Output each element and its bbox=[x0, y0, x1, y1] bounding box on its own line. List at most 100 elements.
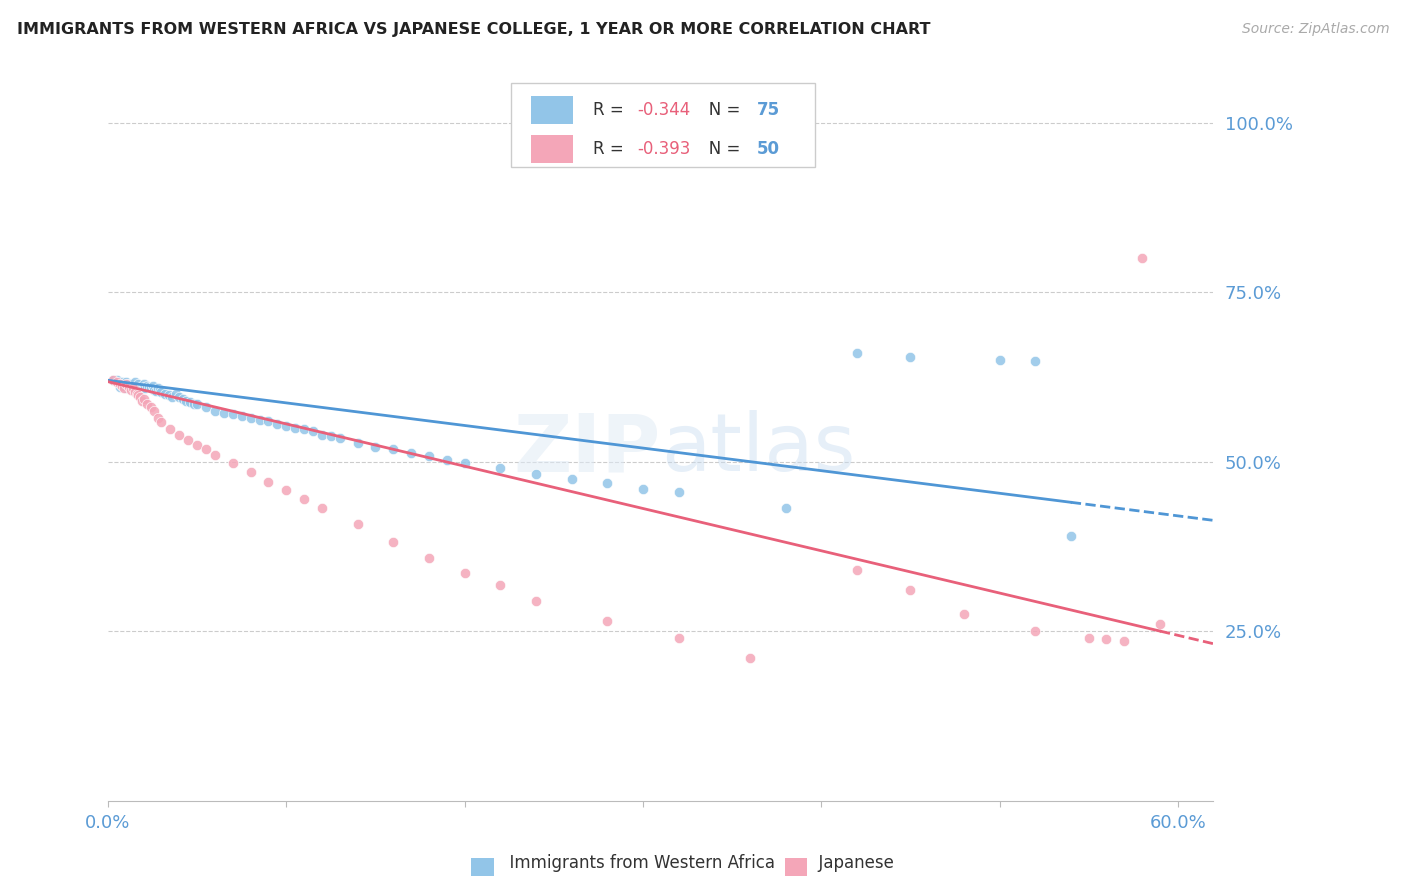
Point bbox=[157, 388, 180, 402]
Point bbox=[775, 500, 797, 515]
Bar bbox=[531, 96, 574, 124]
Point bbox=[524, 467, 547, 481]
Point bbox=[382, 534, 405, 549]
Text: -0.344: -0.344 bbox=[637, 101, 690, 120]
Point bbox=[329, 431, 352, 445]
Point bbox=[112, 378, 135, 392]
Point bbox=[172, 392, 194, 407]
Point bbox=[346, 516, 368, 531]
Point bbox=[136, 397, 159, 411]
Point bbox=[125, 378, 148, 392]
Point bbox=[114, 381, 136, 395]
Point bbox=[738, 651, 761, 665]
Point bbox=[146, 410, 169, 425]
Point bbox=[311, 427, 333, 442]
Point bbox=[114, 376, 136, 391]
Text: R =: R = bbox=[593, 101, 630, 120]
Point bbox=[382, 442, 405, 457]
Point bbox=[146, 381, 169, 395]
Point bbox=[222, 407, 245, 421]
Point bbox=[1114, 634, 1136, 648]
Point bbox=[292, 491, 315, 506]
Point bbox=[631, 482, 654, 496]
Point bbox=[112, 381, 135, 395]
Point bbox=[120, 384, 142, 398]
Point bbox=[898, 583, 921, 598]
Point bbox=[169, 427, 191, 442]
Point bbox=[149, 384, 172, 398]
Point bbox=[239, 410, 262, 425]
Point bbox=[284, 421, 307, 435]
Point bbox=[110, 376, 132, 391]
Point bbox=[105, 373, 128, 387]
Point bbox=[127, 376, 149, 391]
Point bbox=[110, 380, 132, 394]
Point bbox=[142, 378, 165, 392]
Point bbox=[1130, 252, 1153, 266]
Point bbox=[122, 381, 145, 395]
Point bbox=[103, 373, 125, 387]
Point bbox=[125, 387, 148, 401]
Point bbox=[561, 472, 583, 486]
Text: Japanese: Japanese bbox=[808, 855, 894, 872]
Point bbox=[111, 378, 134, 392]
FancyBboxPatch shape bbox=[512, 83, 815, 168]
Text: N =: N = bbox=[693, 140, 745, 158]
Point bbox=[150, 415, 173, 429]
Point bbox=[195, 442, 218, 457]
Point bbox=[134, 381, 156, 395]
Point bbox=[139, 381, 162, 395]
Point bbox=[186, 397, 208, 411]
Point bbox=[160, 390, 183, 404]
Point bbox=[1077, 631, 1099, 645]
Point bbox=[1149, 617, 1171, 632]
Text: -0.393: -0.393 bbox=[637, 140, 690, 158]
Point bbox=[127, 388, 149, 402]
Point bbox=[118, 380, 141, 394]
Point bbox=[418, 449, 440, 463]
Point bbox=[364, 440, 387, 454]
Point bbox=[302, 424, 325, 438]
Text: R =: R = bbox=[593, 140, 630, 158]
Point bbox=[292, 422, 315, 436]
Point bbox=[489, 578, 512, 592]
Point bbox=[143, 404, 166, 418]
Point bbox=[165, 387, 187, 401]
Point bbox=[311, 500, 333, 515]
Text: ZIP: ZIP bbox=[513, 410, 661, 488]
Point bbox=[257, 475, 280, 489]
Point bbox=[222, 456, 245, 470]
Point bbox=[453, 566, 475, 581]
Point bbox=[145, 384, 167, 398]
Point bbox=[668, 485, 690, 500]
Point bbox=[204, 404, 226, 418]
Point bbox=[988, 353, 1011, 368]
Point bbox=[183, 397, 205, 411]
Point bbox=[131, 393, 153, 408]
Bar bbox=[531, 135, 574, 162]
Point bbox=[138, 380, 160, 394]
Point bbox=[117, 376, 139, 391]
Text: N =: N = bbox=[693, 101, 745, 120]
Point bbox=[124, 375, 146, 389]
Point bbox=[346, 435, 368, 450]
Point bbox=[177, 433, 200, 447]
Point bbox=[118, 380, 141, 394]
Point bbox=[124, 381, 146, 395]
Point bbox=[131, 381, 153, 395]
Point bbox=[1060, 529, 1083, 543]
Point bbox=[489, 461, 512, 475]
Point bbox=[105, 375, 128, 389]
Point bbox=[668, 631, 690, 645]
Point bbox=[103, 373, 125, 387]
Point bbox=[524, 593, 547, 607]
Point bbox=[1024, 624, 1046, 638]
Point bbox=[169, 390, 191, 404]
Point bbox=[596, 476, 619, 491]
Point bbox=[132, 376, 155, 391]
Point bbox=[150, 385, 173, 400]
Text: IMMIGRANTS FROM WESTERN AFRICA VS JAPANESE COLLEGE, 1 YEAR OR MORE CORRELATION C: IMMIGRANTS FROM WESTERN AFRICA VS JAPANE… bbox=[17, 22, 931, 37]
Point bbox=[319, 429, 342, 443]
Point bbox=[124, 385, 146, 400]
Point bbox=[239, 465, 262, 479]
